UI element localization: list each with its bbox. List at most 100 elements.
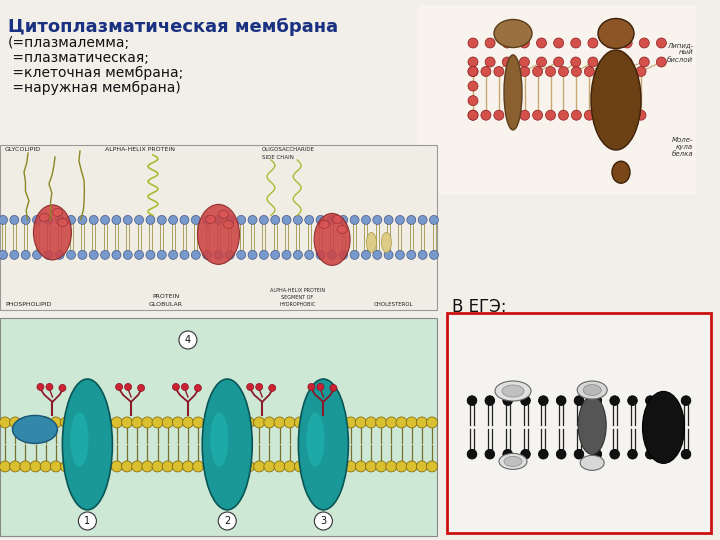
Circle shape: [507, 110, 517, 120]
Text: =клеточная мембрана;: =клеточная мембрана;: [8, 66, 184, 80]
Ellipse shape: [612, 161, 630, 183]
Circle shape: [214, 251, 223, 259]
Circle shape: [316, 215, 325, 225]
Circle shape: [274, 461, 285, 472]
Ellipse shape: [366, 232, 377, 252]
Circle shape: [533, 66, 543, 77]
Ellipse shape: [642, 392, 685, 463]
Circle shape: [628, 449, 637, 459]
Ellipse shape: [218, 211, 228, 218]
Circle shape: [315, 417, 325, 428]
Circle shape: [430, 251, 438, 259]
Circle shape: [269, 384, 276, 391]
Circle shape: [225, 215, 234, 225]
Circle shape: [237, 215, 246, 225]
Circle shape: [639, 38, 649, 48]
Ellipse shape: [504, 55, 522, 130]
Circle shape: [485, 449, 495, 459]
Circle shape: [384, 215, 393, 225]
Circle shape: [681, 449, 690, 459]
Circle shape: [636, 110, 646, 120]
Circle shape: [101, 251, 109, 259]
Circle shape: [376, 461, 387, 472]
Circle shape: [284, 417, 295, 428]
Circle shape: [554, 57, 564, 67]
Circle shape: [78, 215, 87, 225]
Circle shape: [345, 417, 356, 428]
Circle shape: [416, 417, 428, 428]
Circle shape: [503, 57, 512, 67]
Circle shape: [172, 417, 184, 428]
Ellipse shape: [205, 215, 215, 224]
Circle shape: [10, 215, 19, 225]
Circle shape: [519, 38, 529, 48]
Circle shape: [646, 396, 655, 406]
Circle shape: [81, 461, 92, 472]
Circle shape: [485, 57, 495, 67]
Circle shape: [55, 251, 64, 259]
Circle shape: [418, 215, 427, 225]
Circle shape: [32, 215, 42, 225]
Circle shape: [468, 110, 478, 120]
Circle shape: [350, 215, 359, 225]
Circle shape: [416, 461, 428, 472]
Text: ALPHA-HELIX PROTEIN: ALPHA-HELIX PROTEIN: [105, 147, 175, 152]
Circle shape: [194, 384, 202, 391]
Circle shape: [135, 251, 143, 259]
Ellipse shape: [499, 454, 527, 469]
Circle shape: [657, 57, 667, 67]
Text: GLYCOLIPID: GLYCOLIPID: [5, 147, 41, 152]
Circle shape: [66, 215, 76, 225]
Circle shape: [259, 251, 269, 259]
Circle shape: [112, 251, 121, 259]
Circle shape: [395, 251, 405, 259]
Circle shape: [294, 461, 305, 472]
Circle shape: [157, 251, 166, 259]
Circle shape: [610, 110, 620, 120]
Circle shape: [636, 66, 646, 77]
Circle shape: [30, 461, 41, 472]
Circle shape: [623, 110, 633, 120]
Circle shape: [592, 449, 602, 459]
Circle shape: [10, 251, 19, 259]
Circle shape: [264, 417, 275, 428]
Circle shape: [122, 417, 132, 428]
Text: SEGMENT OF: SEGMENT OF: [281, 295, 313, 300]
Circle shape: [559, 66, 569, 77]
Circle shape: [271, 251, 279, 259]
Circle shape: [503, 396, 513, 406]
Text: Моле-
кула
белка: Моле- кула белка: [671, 138, 693, 158]
Circle shape: [681, 396, 690, 406]
Circle shape: [572, 66, 581, 77]
Circle shape: [418, 251, 427, 259]
Circle shape: [21, 215, 30, 225]
Circle shape: [123, 215, 132, 225]
Circle shape: [182, 417, 194, 428]
Circle shape: [30, 417, 41, 428]
Circle shape: [20, 461, 31, 472]
Circle shape: [339, 215, 348, 225]
Ellipse shape: [197, 205, 240, 265]
Circle shape: [539, 449, 548, 459]
Bar: [447, 313, 711, 533]
Ellipse shape: [495, 381, 531, 401]
Circle shape: [102, 461, 112, 472]
Circle shape: [233, 417, 244, 428]
Circle shape: [214, 215, 223, 225]
Circle shape: [396, 417, 407, 428]
Circle shape: [373, 215, 382, 225]
Circle shape: [571, 38, 581, 48]
Circle shape: [0, 417, 11, 428]
Circle shape: [202, 215, 212, 225]
Circle shape: [44, 251, 53, 259]
Circle shape: [610, 66, 620, 77]
Circle shape: [233, 461, 244, 472]
Circle shape: [361, 215, 371, 225]
Circle shape: [32, 251, 42, 259]
Circle shape: [605, 57, 615, 67]
Circle shape: [253, 461, 265, 472]
Circle shape: [406, 417, 417, 428]
Circle shape: [468, 38, 478, 48]
Circle shape: [78, 512, 96, 530]
Ellipse shape: [63, 379, 112, 510]
